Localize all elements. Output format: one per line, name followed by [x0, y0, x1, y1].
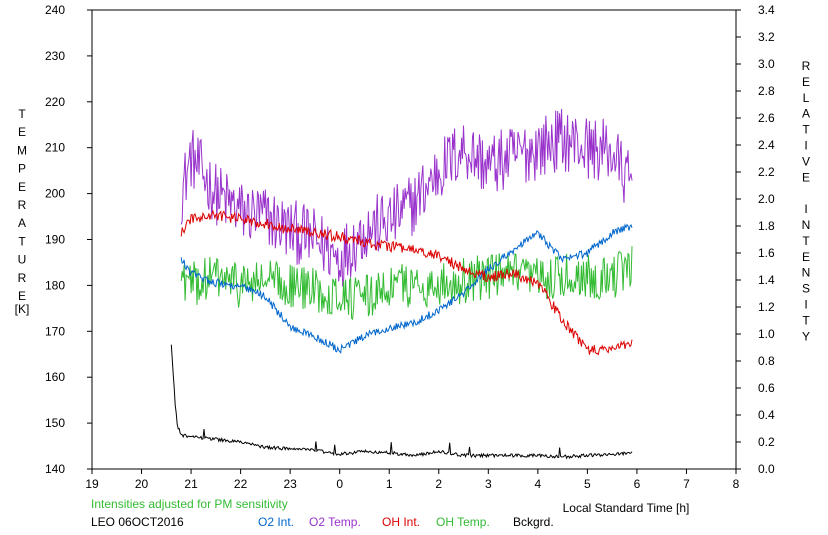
station-label: LEO 06OCT2016 — [91, 515, 184, 529]
y-right-tick-label: 0.0 — [758, 462, 775, 476]
series-line-bckgrd — [170, 344, 633, 460]
x-tick-label: 6 — [634, 477, 641, 491]
x-tick-label: 5 — [584, 477, 591, 491]
y-right-tick-label: 2.4 — [758, 138, 775, 152]
x-axis-label: Local Standard Time [h] — [563, 501, 690, 515]
y-right-tick-label: 0.2 — [758, 435, 775, 449]
y-left-tick-label: 210 — [45, 141, 65, 155]
y-right-tick-label: 1.4 — [758, 273, 775, 287]
x-tick-label: 19 — [85, 477, 99, 491]
y-left-unit: [K] — [15, 302, 30, 316]
y-right-tick-label: 1.8 — [758, 219, 775, 233]
y-left-tick-label: 230 — [45, 49, 65, 63]
legend-oh-int: OH Int. — [382, 515, 421, 529]
y-right-tick-label: 3.0 — [758, 57, 775, 71]
y-right-label-letter: E — [802, 75, 810, 89]
y-left-tick-label: 220 — [45, 95, 65, 109]
y-right-label-letter: T — [802, 234, 810, 248]
y-left-tick-label: 140 — [45, 462, 65, 476]
y-left-tick-label: 170 — [45, 324, 65, 338]
y-left-tick-label: 240 — [45, 3, 65, 17]
x-tick-label: 1 — [386, 477, 393, 491]
y-left-tick-label: 180 — [45, 278, 65, 292]
y-right-label-letter: A — [802, 107, 810, 121]
series-line-oh-temp — [180, 246, 633, 321]
legend-bckgrd: Bckgrd. — [513, 515, 554, 529]
y-left-label-letter: R — [18, 271, 27, 285]
y-right-label-letter: N — [802, 266, 811, 280]
y-left-tick-label: 200 — [45, 187, 65, 201]
y-right-label-letter: V — [802, 154, 810, 168]
sensitivity-note: Intensities adjusted for PM sensitivity — [91, 497, 288, 511]
y-left-label-letter: T — [18, 234, 26, 248]
series-line-oh-int — [180, 209, 633, 356]
x-tick-label: 3 — [485, 477, 492, 491]
y-right-tick-label: 1.0 — [758, 327, 775, 341]
y-right-label-letter: E — [802, 170, 810, 184]
y-right-tick-label: 0.4 — [758, 408, 775, 422]
y-right-tick-label: 2.2 — [758, 165, 775, 179]
x-tick-label: 8 — [733, 477, 740, 491]
y-left-tick-label: 150 — [45, 416, 65, 430]
y-left-label-letter: E — [18, 289, 26, 303]
y-right-label-letter: T — [802, 123, 810, 137]
y-left-label-letter: E — [18, 180, 26, 194]
y-right-label-letter: Y — [802, 329, 810, 343]
x-tick-label: 20 — [135, 477, 149, 491]
y-right-label-letter: R — [802, 59, 811, 73]
y-right-tick-label: 2.8 — [758, 84, 775, 98]
legend-o2-temp: O2 Temp. — [309, 515, 361, 529]
series-layer — [170, 108, 633, 460]
y-right-label-letter: I — [804, 139, 807, 153]
x-tick-label: 4 — [535, 477, 542, 491]
y-right-label-letter: E — [802, 250, 810, 264]
y-right-tick-label: 0.8 — [758, 354, 775, 368]
x-tick-label: 21 — [184, 477, 198, 491]
y-left-tick-label: 190 — [45, 233, 65, 247]
x-tick-label: 23 — [283, 477, 297, 491]
y-left-label-letter: P — [18, 162, 26, 176]
x-tick-label: 0 — [336, 477, 343, 491]
y-right-tick-label: 1.2 — [758, 300, 775, 314]
y-left-label-letter: T — [18, 107, 26, 121]
y-right-tick-label: 3.2 — [758, 30, 775, 44]
y-left-label-letter: U — [18, 253, 27, 267]
x-tick-label: 22 — [234, 477, 248, 491]
legend-o2-int: O2 Int. — [258, 515, 295, 529]
y-left-label-letter: M — [17, 143, 27, 157]
y-right-tick-label: 1.6 — [758, 246, 775, 260]
y-right-label-letter: S — [802, 282, 810, 296]
series-line-o2-temp — [180, 108, 633, 287]
y-right-label-letter: N — [802, 218, 811, 232]
y-left-label-letter: E — [18, 125, 26, 139]
y-right-label-letter: I — [804, 202, 807, 216]
y-left-label-letter: R — [18, 198, 27, 212]
x-tick-label: 2 — [435, 477, 442, 491]
y-right-tick-label: 2.0 — [758, 192, 775, 206]
y-right-tick-label: 2.6 — [758, 111, 775, 125]
x-tick-label: 7 — [683, 477, 690, 491]
y-left-tick-label: 160 — [45, 370, 65, 384]
legend-oh-temp: OH Temp. — [436, 515, 490, 529]
y-right-label-letter: I — [804, 298, 807, 312]
y-right-label-letter: L — [803, 91, 810, 105]
y-left-label-letter: A — [18, 216, 26, 230]
y-right-tick-label: 0.6 — [758, 381, 775, 395]
y-right-label-letter: T — [802, 313, 810, 327]
y-right-tick-label: 3.4 — [758, 3, 775, 17]
series-line-o2-int — [180, 223, 633, 355]
